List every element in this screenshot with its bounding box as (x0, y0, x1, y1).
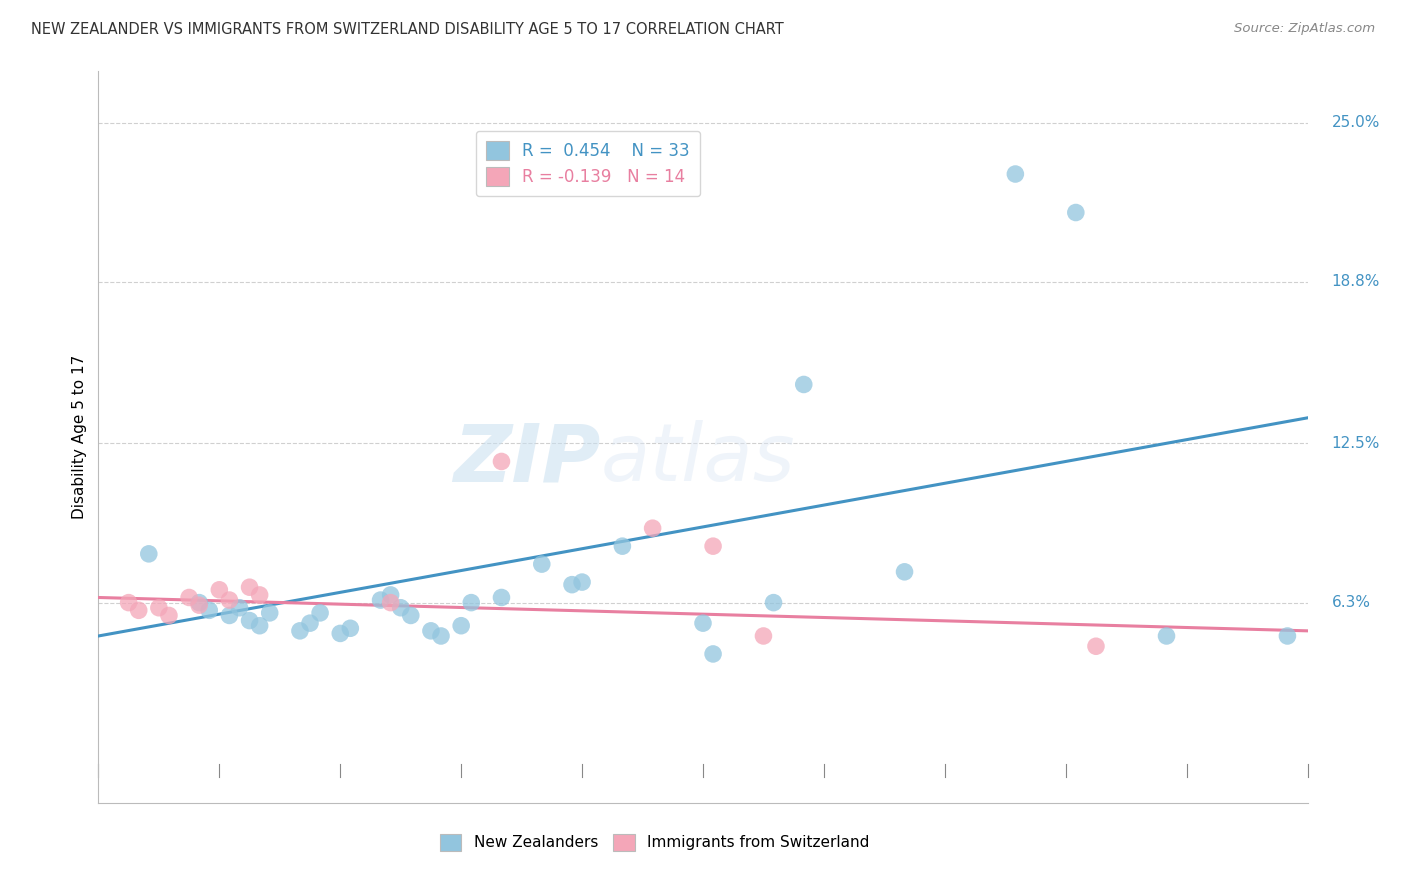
Text: 6.3%: 6.3% (1331, 595, 1371, 610)
Text: NEW ZEALANDER VS IMMIGRANTS FROM SWITZERLAND DISABILITY AGE 5 TO 17 CORRELATION : NEW ZEALANDER VS IMMIGRANTS FROM SWITZER… (31, 22, 783, 37)
Point (491, 591, 513, 605)
Point (249, 618, 271, 632)
Point (157, 608, 180, 623)
Point (259, 606, 281, 620)
Point (218, 608, 240, 623)
Point (370, 593, 392, 607)
Point (389, 600, 412, 615)
Point (1277, 629, 1299, 643)
Y-axis label: Disability Age 5 to 17: Disability Age 5 to 17 (72, 355, 87, 519)
Point (1004, 167, 1026, 181)
Point (188, 598, 211, 612)
Point (420, 624, 443, 638)
Point (148, 600, 170, 615)
Text: atlas: atlas (600, 420, 794, 498)
Point (762, 596, 785, 610)
Point (430, 629, 453, 643)
Point (309, 606, 332, 620)
Point (249, 588, 271, 602)
Point (218, 593, 240, 607)
Point (641, 521, 664, 535)
Point (339, 621, 361, 635)
Point (329, 626, 352, 640)
Point (612, 539, 634, 553)
Point (1064, 205, 1087, 219)
Point (208, 582, 231, 597)
Point (702, 539, 724, 553)
Point (571, 575, 593, 590)
Point (530, 557, 553, 571)
Point (288, 624, 311, 638)
Point (893, 565, 915, 579)
Text: 12.5%: 12.5% (1331, 436, 1381, 451)
Point (460, 596, 482, 610)
Legend: New Zealanders, Immigrants from Switzerland: New Zealanders, Immigrants from Switzerl… (434, 828, 876, 857)
Point (561, 577, 583, 591)
Text: ZIP: ZIP (453, 420, 600, 498)
Point (450, 618, 472, 632)
Point (1085, 639, 1108, 653)
Point (692, 616, 714, 631)
Point (1156, 629, 1178, 643)
Point (228, 600, 250, 615)
Point (380, 588, 402, 602)
Point (128, 603, 150, 617)
Point (380, 596, 402, 610)
Point (239, 580, 262, 594)
Point (198, 603, 221, 617)
Point (793, 377, 815, 392)
Text: 25.0%: 25.0% (1331, 115, 1381, 130)
Point (118, 596, 141, 610)
Point (491, 454, 513, 468)
Point (299, 616, 322, 631)
Text: 18.8%: 18.8% (1331, 275, 1381, 289)
Point (239, 614, 262, 628)
Point (188, 596, 211, 610)
Text: Source: ZipAtlas.com: Source: ZipAtlas.com (1234, 22, 1375, 36)
Point (179, 591, 201, 605)
Point (399, 608, 422, 623)
Point (702, 647, 724, 661)
Point (752, 629, 775, 643)
Point (138, 547, 160, 561)
